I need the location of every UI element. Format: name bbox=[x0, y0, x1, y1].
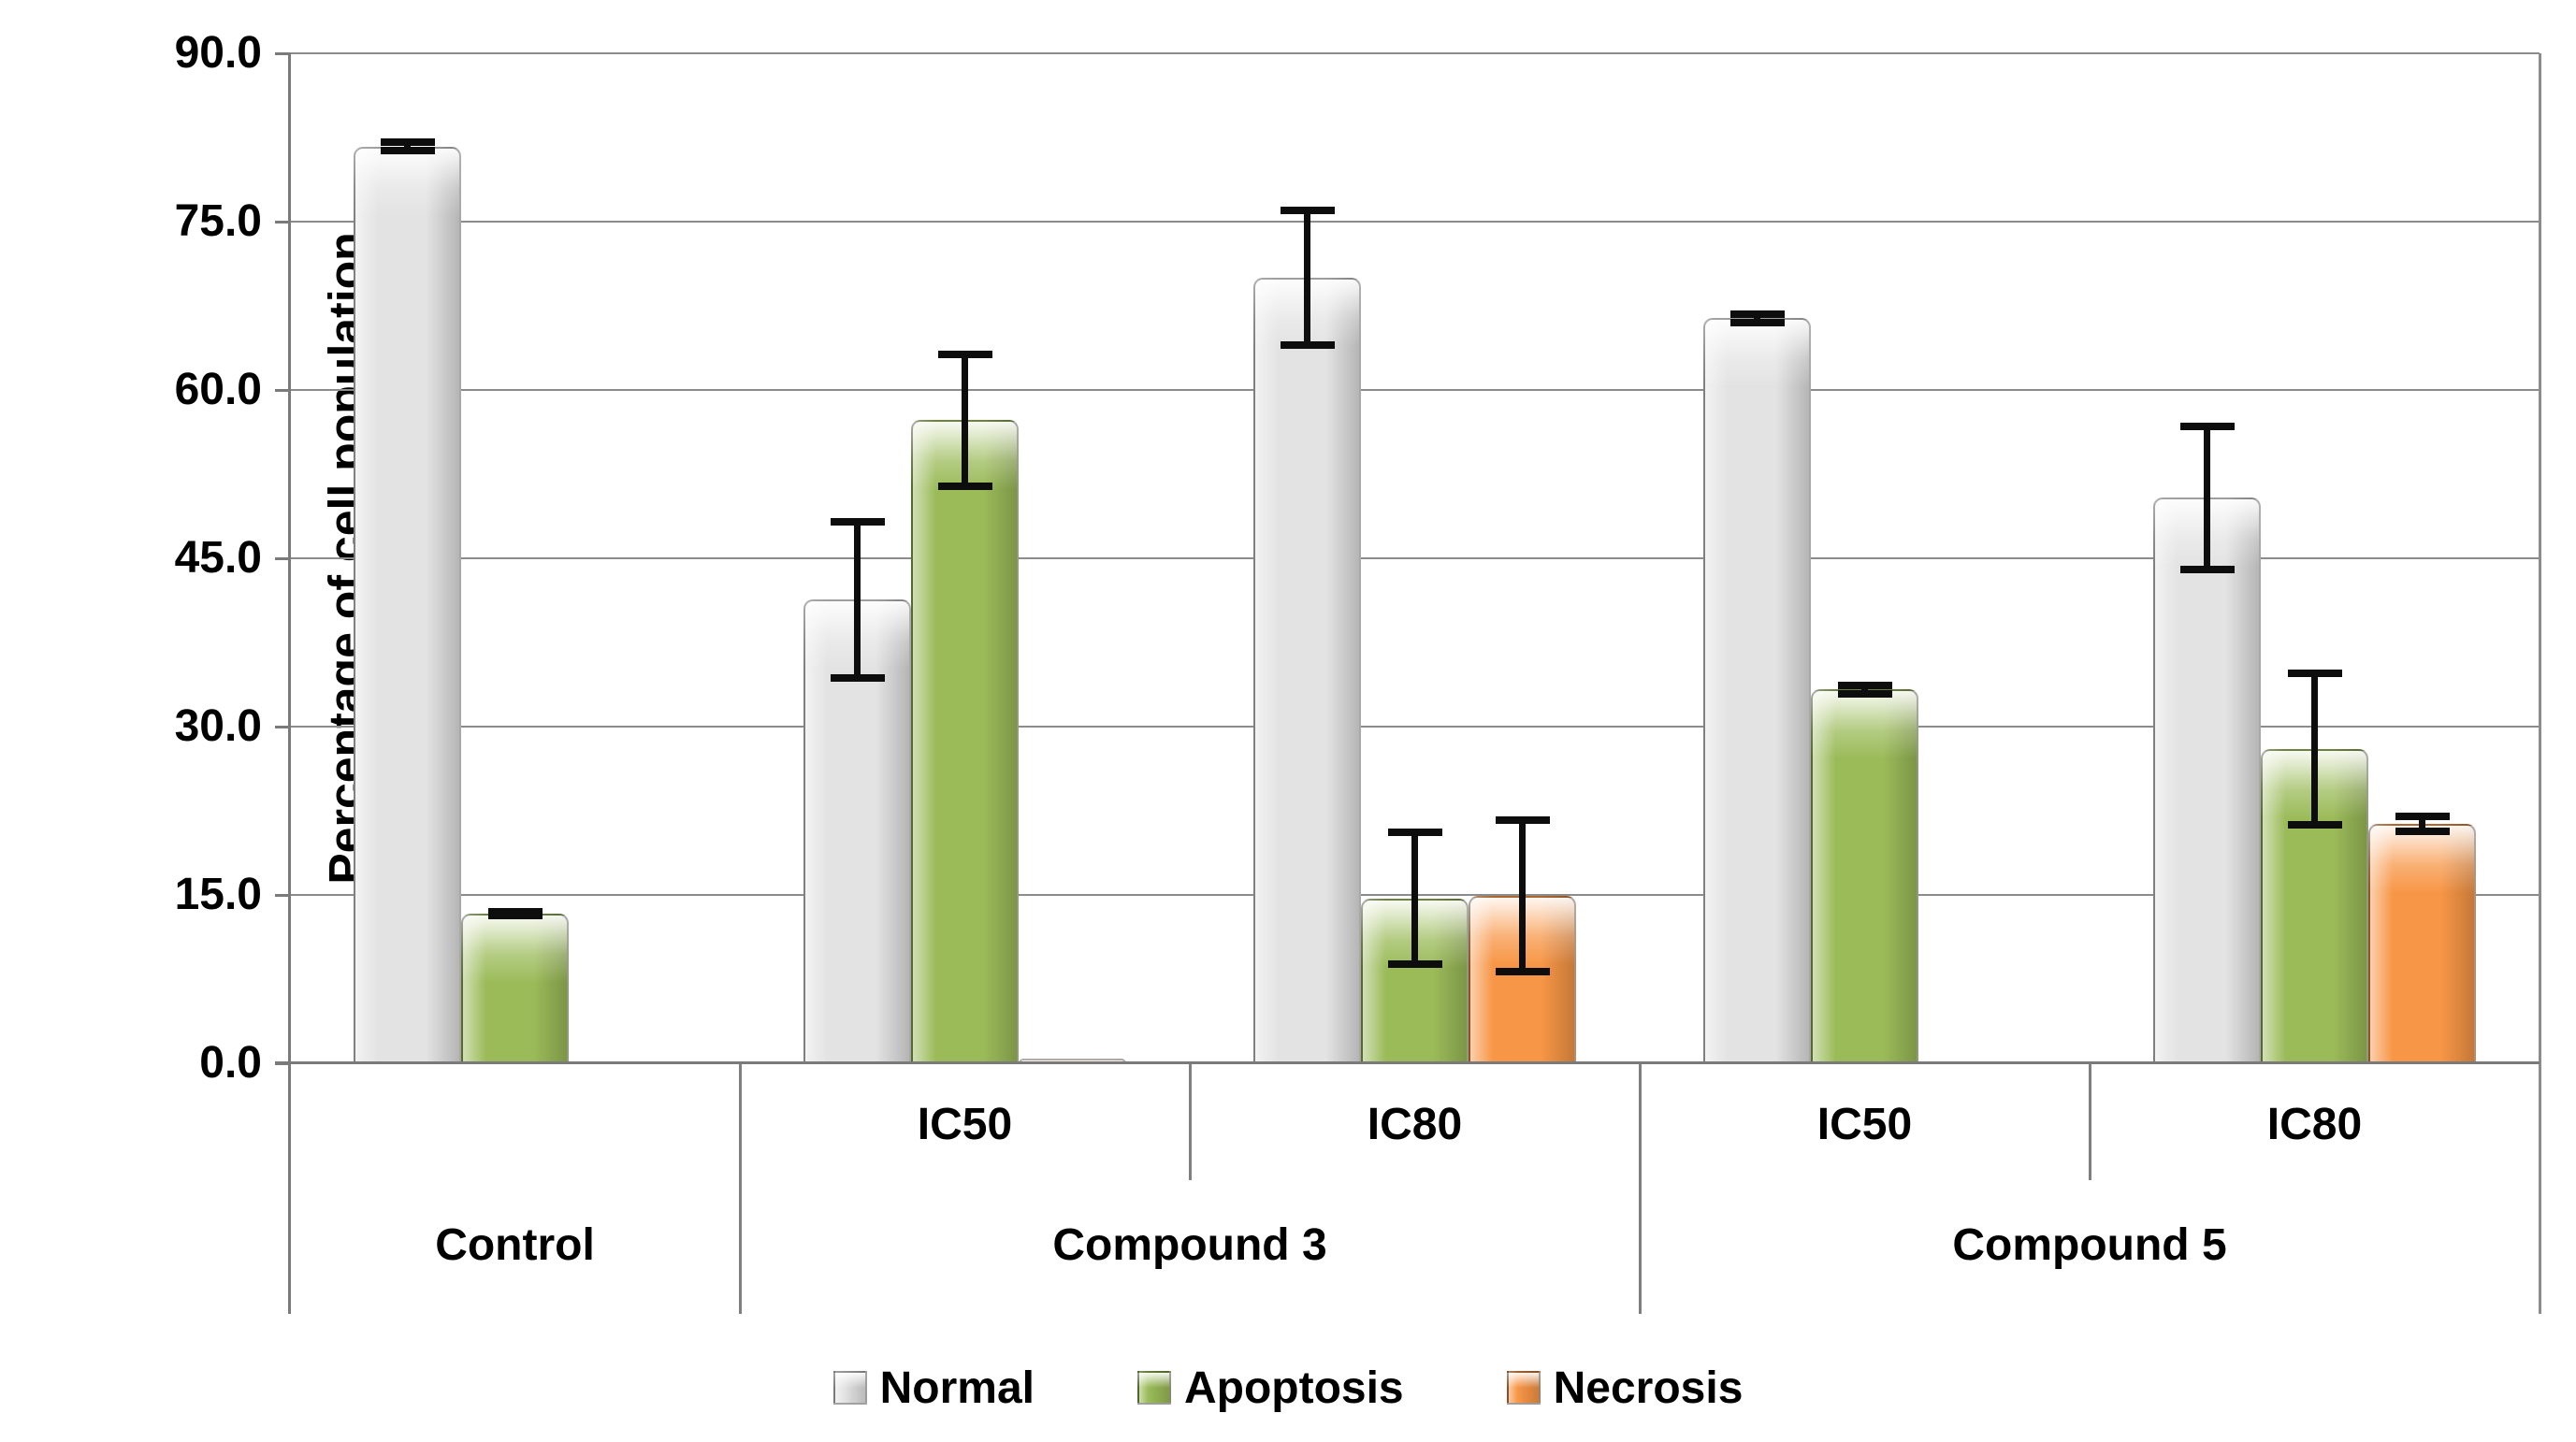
error-bar-cap-bottom bbox=[2287, 821, 2342, 829]
error-bar bbox=[2287, 669, 2342, 829]
bar-normal-compound5-ic80 bbox=[2153, 497, 2261, 1063]
legend-swatch-apoptosis bbox=[1136, 1371, 1171, 1405]
error-bar-cap-bottom bbox=[1280, 340, 1335, 349]
error-bar bbox=[487, 908, 543, 920]
error-bar-cap-top bbox=[937, 351, 992, 358]
subgroup-label: IC80 bbox=[1367, 1100, 1463, 1149]
error-bar-cap-top bbox=[1729, 310, 1785, 318]
subgroup-divider bbox=[1188, 1063, 1192, 1180]
gridline bbox=[290, 221, 2540, 223]
error-bar bbox=[830, 517, 885, 682]
error-bar bbox=[1495, 816, 1550, 976]
error-bar-cap-bottom bbox=[380, 146, 435, 154]
error-bar-cap-top bbox=[1280, 207, 1335, 215]
bar-normal-compound5-ic50 bbox=[1703, 318, 1811, 1063]
error-bar-stem bbox=[1861, 682, 1868, 698]
y-tick-label: 60.0 bbox=[174, 365, 262, 414]
error-bar-stem bbox=[2204, 422, 2210, 573]
group-label: Compound 5 bbox=[1952, 1220, 2227, 1270]
x-axis-line bbox=[275, 1061, 2540, 1064]
error-bar-cap-bottom bbox=[1837, 689, 1892, 698]
error-bar bbox=[1837, 682, 1892, 698]
error-bar-cap-bottom bbox=[1729, 318, 1785, 326]
y-axis-line bbox=[288, 53, 291, 1314]
bar-normal-compound3-ic80 bbox=[1253, 278, 1361, 1063]
error-bar bbox=[380, 138, 435, 154]
error-bar-cap-bottom bbox=[2395, 828, 2450, 836]
legend-swatch-normal bbox=[832, 1371, 867, 1405]
error-bar-cap-bottom bbox=[830, 673, 885, 682]
error-bar-cap-top bbox=[2395, 813, 2450, 821]
y-tick-label: 15.0 bbox=[174, 870, 262, 919]
group-divider bbox=[1638, 1063, 1642, 1314]
error-bar bbox=[2179, 422, 2235, 573]
legend-item-necrosis: Necrosis bbox=[1506, 1363, 1744, 1414]
error-bar-cap-bottom bbox=[937, 482, 992, 490]
legend-label: Necrosis bbox=[1553, 1363, 1744, 1413]
error-bar-cap-top bbox=[1387, 829, 1442, 837]
gridline bbox=[290, 52, 2540, 54]
error-bar-stem bbox=[962, 351, 968, 490]
error-bar-stem bbox=[1754, 310, 1760, 326]
plot-right-border bbox=[2539, 53, 2541, 1314]
y-tick-mark bbox=[275, 220, 290, 224]
y-tick-label: 0.0 bbox=[199, 1038, 262, 1088]
error-bar-stem bbox=[2311, 669, 2318, 829]
y-tick-label: 75.0 bbox=[174, 196, 262, 246]
subgroup-label: IC50 bbox=[1816, 1100, 1913, 1149]
gridline bbox=[290, 726, 2540, 728]
error-bar-stem bbox=[2419, 813, 2425, 836]
gridline bbox=[290, 557, 2540, 559]
bar-necrosis-compound5-ic80 bbox=[2368, 824, 2476, 1063]
error-bar bbox=[1729, 310, 1785, 326]
y-tick-mark bbox=[275, 556, 290, 560]
error-bar-stem bbox=[1304, 207, 1310, 349]
group-divider bbox=[738, 1063, 742, 1314]
error-bar-cap-bottom bbox=[1495, 968, 1550, 976]
y-tick-mark bbox=[275, 725, 290, 728]
subgroup-divider bbox=[2088, 1063, 2091, 1180]
group-label: Control bbox=[435, 1220, 595, 1270]
bar-apoptosis-compound3-ic50 bbox=[911, 420, 1019, 1063]
error-bar bbox=[1280, 207, 1335, 349]
error-bar-cap-top bbox=[830, 517, 885, 526]
legend-item-normal: Normal bbox=[832, 1363, 1035, 1414]
error-bar-cap-bottom bbox=[487, 912, 543, 920]
bar-apoptosis-control bbox=[461, 914, 569, 1063]
bar-apoptosis-compound5-ic50 bbox=[1811, 689, 1918, 1063]
legend-label: Apoptosis bbox=[1183, 1363, 1404, 1413]
error-bar-stem bbox=[1411, 829, 1418, 968]
error-bar-cap-top bbox=[2179, 422, 2235, 430]
error-bar-cap-top bbox=[1495, 816, 1550, 824]
legend-item-apoptosis: Apoptosis bbox=[1136, 1363, 1404, 1414]
y-tick-label: 45.0 bbox=[174, 533, 262, 583]
legend-swatch-necrosis bbox=[1506, 1371, 1541, 1405]
error-bar-cap-bottom bbox=[2179, 565, 2235, 573]
error-bar-stem bbox=[404, 138, 411, 154]
legend: Normal Apoptosis Necrosis bbox=[0, 1345, 2576, 1431]
y-tick-mark bbox=[275, 51, 290, 55]
legend-label: Normal bbox=[879, 1363, 1035, 1413]
y-tick-mark bbox=[275, 388, 290, 392]
error-bar bbox=[1387, 829, 1442, 968]
gridline bbox=[290, 389, 2540, 391]
y-tick-label: 90.0 bbox=[174, 28, 262, 78]
error-bar-cap-top bbox=[1837, 682, 1892, 689]
error-bar-cap-top bbox=[380, 138, 435, 147]
subgroup-label: IC50 bbox=[917, 1100, 1013, 1149]
error-bar-stem bbox=[1519, 816, 1526, 976]
bar-normal-control bbox=[354, 146, 461, 1063]
error-bar bbox=[2395, 813, 2450, 836]
error-bar-stem bbox=[854, 517, 861, 682]
group-label: Compound 3 bbox=[1052, 1220, 1327, 1270]
error-bar-cap-bottom bbox=[1387, 959, 1442, 968]
error-bar bbox=[937, 351, 992, 490]
subgroup-label: IC80 bbox=[2266, 1100, 2363, 1149]
bar-necrosis-compound3-ic80 bbox=[1469, 896, 1576, 1063]
y-tick-label: 30.0 bbox=[174, 701, 262, 751]
y-tick-mark bbox=[275, 893, 290, 897]
error-bar-cap-top bbox=[2287, 669, 2342, 677]
plot-area: Percentage of cell population 90.0 75.0 60… bbox=[175, 31, 2541, 1314]
